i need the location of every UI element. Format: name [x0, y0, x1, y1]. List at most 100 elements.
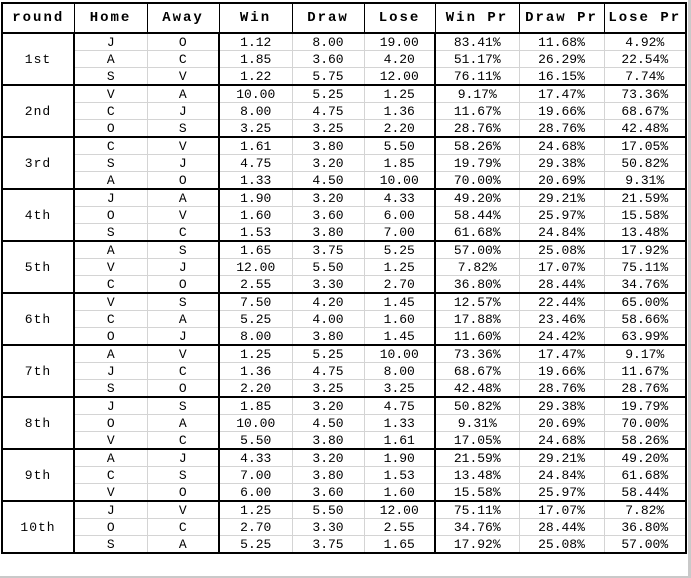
win-cell: 4.33 — [218, 448, 293, 467]
lose-cell: 1.61 — [363, 431, 436, 450]
draw-pr-cell: 24.68% — [518, 431, 605, 450]
home-cell: J — [73, 500, 148, 519]
win-cell: 7.00 — [218, 466, 293, 484]
home-cell: V — [73, 292, 148, 311]
lose-cell: 1.85 — [363, 154, 436, 172]
match-row: V O 6.00 3.60 1.60 15.58% 25.97% 58.44% — [2, 483, 687, 502]
away-cell: J — [146, 258, 220, 276]
home-cell: C — [73, 102, 148, 120]
home-cell: A — [73, 448, 148, 467]
draw-pr-cell: 11.68% — [518, 32, 605, 51]
lose-pr-cell: 4.92% — [603, 32, 687, 51]
lose-pr-cell: 75.11% — [603, 258, 687, 276]
draw-cell: 4.75 — [291, 102, 365, 120]
win-pr-cell: 9.17% — [434, 84, 520, 103]
draw-cell: 5.50 — [291, 258, 365, 276]
home-cell: C — [73, 466, 148, 484]
round-label: 5th — [1, 240, 75, 294]
away-cell: C — [146, 518, 220, 536]
win-cell: 1.53 — [218, 223, 293, 242]
away-cell: V — [146, 136, 220, 155]
match-row: A C 1.85 3.60 4.20 51.17% 26.29% 22.54% — [2, 50, 687, 68]
header-draw: Draw — [291, 2, 365, 34]
lose-pr-cell: 73.36% — [603, 84, 687, 103]
lose-cell: 6.00 — [363, 206, 436, 224]
win-pr-cell: 58.44% — [434, 206, 520, 224]
match-row: 2nd V A 10.00 5.25 1.25 9.17% 17.47% 73.36% — [1, 84, 687, 138]
match-row: S A 5.25 3.75 1.65 17.92% 25.08% 57.00% — [2, 535, 687, 554]
win-cell: 5.50 — [218, 431, 293, 450]
away-cell: S — [146, 240, 220, 259]
draw-pr-cell: 29.21% — [518, 188, 605, 207]
match-row: 9th A J 4.33 3.20 1.90 21.59% 29.21% 49.20% — [1, 448, 687, 502]
draw-cell: 5.75 — [291, 67, 365, 86]
home-cell: A — [73, 50, 148, 68]
home-cell: C — [73, 275, 148, 294]
lose-pr-cell: 42.48% — [603, 119, 687, 138]
away-cell: J — [146, 327, 220, 346]
win-cell: 1.90 — [218, 188, 293, 207]
draw-cell: 3.25 — [291, 379, 365, 398]
win-cell: 1.22 — [218, 67, 293, 86]
win-pr-cell: 70.00% — [434, 171, 520, 190]
lose-pr-cell: 50.82% — [603, 154, 687, 172]
away-cell: V — [146, 344, 220, 363]
draw-pr-cell: 26.29% — [518, 50, 605, 68]
win-cell: 1.85 — [218, 396, 293, 415]
win-cell: 6.00 — [218, 483, 293, 502]
lose-cell: 1.60 — [363, 310, 436, 328]
lose-cell: 5.50 — [363, 136, 436, 155]
odds-table: round Home Away Win Draw Lose Win Pr Dra… — [1, 2, 687, 554]
win-cell: 10.00 — [218, 84, 293, 103]
draw-cell: 3.30 — [291, 518, 365, 536]
draw-cell: 5.25 — [291, 84, 365, 103]
home-cell: A — [73, 240, 148, 259]
match-row: 8th J S 1.85 3.20 4.75 50.82% 29.38% 19.79% — [1, 396, 687, 450]
lose-cell: 19.00 — [363, 32, 436, 51]
away-cell: S — [146, 396, 220, 415]
home-cell: C — [73, 310, 148, 328]
gridline-right-edge — [688, 0, 691, 578]
match-row: O J 8.00 3.80 1.45 11.60% 24.42% 63.99% — [2, 327, 687, 346]
match-row: J C 1.36 4.75 8.00 68.67% 19.66% 11.67% — [2, 362, 687, 380]
draw-pr-cell: 29.21% — [518, 448, 605, 467]
lose-cell: 2.55 — [363, 518, 436, 536]
win-cell: 1.33 — [218, 171, 293, 190]
draw-cell: 4.75 — [291, 362, 365, 380]
draw-pr-cell: 24.84% — [518, 223, 605, 242]
lose-pr-cell: 49.20% — [603, 448, 687, 467]
header-away: Away — [146, 2, 220, 34]
home-cell: A — [73, 344, 148, 363]
lose-pr-cell: 19.79% — [603, 396, 687, 415]
away-cell: A — [146, 310, 220, 328]
away-cell: V — [146, 67, 220, 86]
header-round: round — [1, 2, 75, 34]
match-row: 5th A S 1.65 3.75 5.25 57.00% 25.08% 17.92% — [1, 240, 687, 294]
win-cell: 7.50 — [218, 292, 293, 311]
home-cell: J — [73, 362, 148, 380]
win-pr-cell: 17.92% — [434, 535, 520, 554]
win-cell: 1.36 — [218, 362, 293, 380]
home-cell: J — [73, 32, 148, 51]
draw-pr-cell: 24.84% — [518, 466, 605, 484]
win-cell: 2.55 — [218, 275, 293, 294]
home-cell: O — [73, 119, 148, 138]
lose-cell: 1.90 — [363, 448, 436, 467]
home-cell: V — [73, 483, 148, 502]
match-row: S C 1.53 3.80 7.00 61.68% 24.84% 13.48% — [2, 223, 687, 242]
away-cell: A — [146, 535, 220, 554]
lose-pr-cell: 68.67% — [603, 102, 687, 120]
win-cell: 1.60 — [218, 206, 293, 224]
draw-pr-cell: 25.08% — [518, 535, 605, 554]
lose-pr-cell: 21.59% — [603, 188, 687, 207]
win-cell: 10.00 — [218, 414, 293, 432]
draw-pr-cell: 17.47% — [518, 344, 605, 363]
draw-pr-cell: 17.47% — [518, 84, 605, 103]
draw-cell: 3.60 — [291, 50, 365, 68]
draw-pr-cell: 23.46% — [518, 310, 605, 328]
away-cell: J — [146, 102, 220, 120]
away-cell: S — [146, 119, 220, 138]
home-cell: O — [73, 414, 148, 432]
draw-cell: 5.25 — [291, 344, 365, 363]
